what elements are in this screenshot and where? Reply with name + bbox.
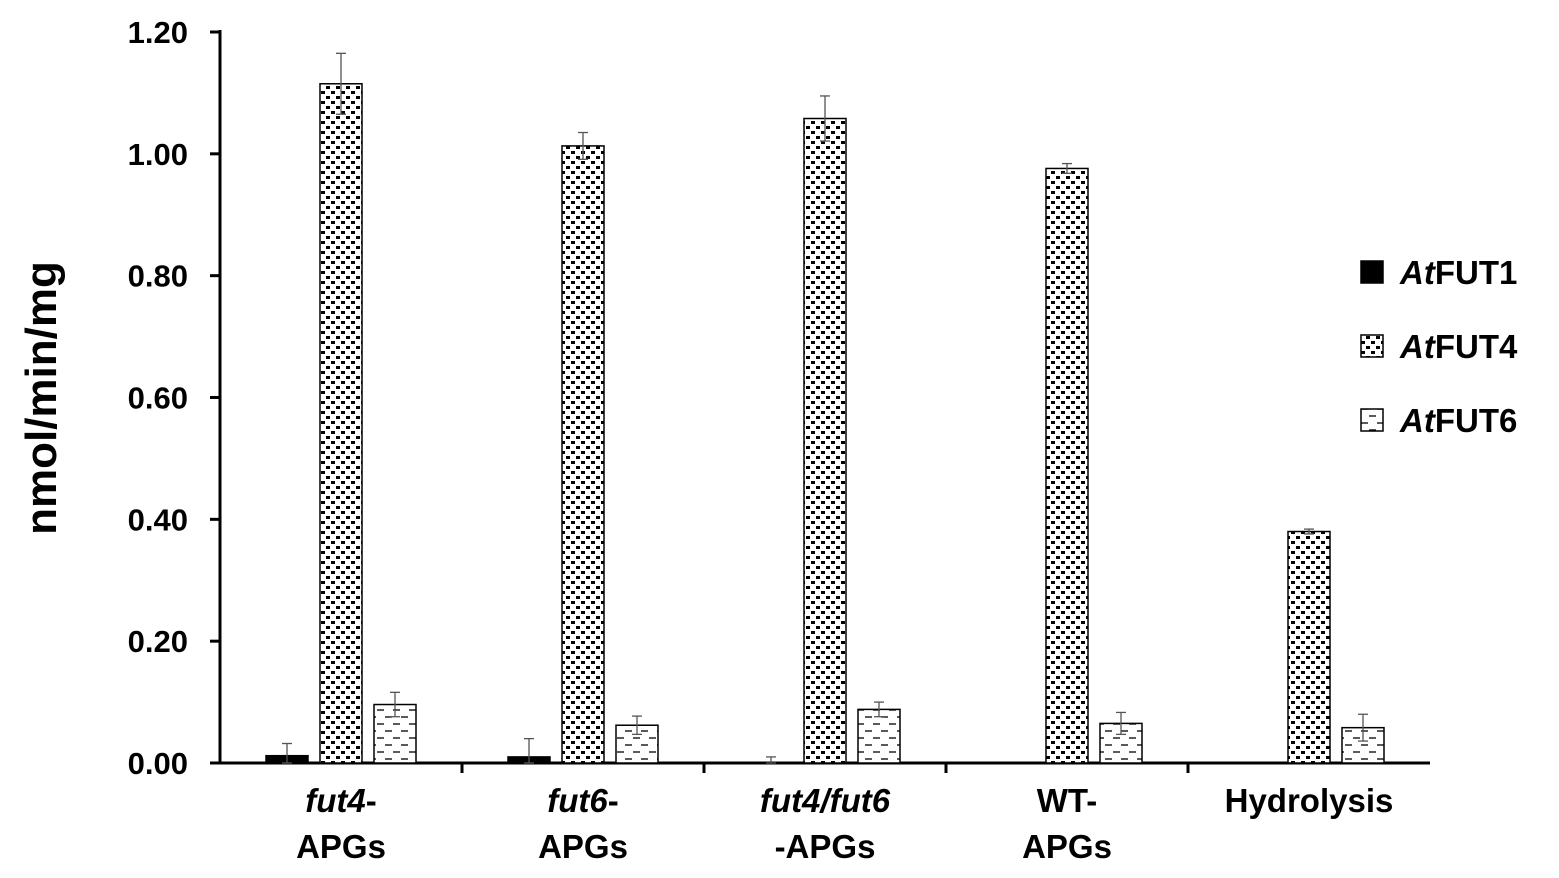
x-category-text: fut6 xyxy=(547,782,608,819)
bar-fut4-4 xyxy=(1287,530,1331,764)
bar-fut4-2 xyxy=(803,117,847,764)
svg-text:AtFUT4: AtFUT4 xyxy=(1399,328,1518,365)
bar-fut4-1 xyxy=(561,145,605,764)
svg-text:APGs: APGs xyxy=(296,828,386,865)
y-tick-label: 0.60 xyxy=(128,381,188,416)
x-category-text: APGs xyxy=(538,828,628,865)
error-bar-fut6-2 xyxy=(874,701,884,718)
error-bar-fut4-2 xyxy=(820,95,830,142)
x-category-label: WT- APGs xyxy=(1022,782,1112,865)
x-category-text: WT- xyxy=(1037,782,1097,819)
legend-label-name: FUT1 xyxy=(1435,254,1518,291)
bar-fut4-0 xyxy=(319,83,363,764)
error-bar-fut4-0 xyxy=(336,52,346,115)
error-bar-fut1-2 xyxy=(766,756,776,764)
legend-label-prefix: At xyxy=(1399,254,1437,291)
x-category-text: fut4 xyxy=(305,782,366,819)
bars xyxy=(265,52,1385,764)
svg-text:AtFUT6: AtFUT6 xyxy=(1399,402,1517,439)
y-tick-label: 1.20 xyxy=(128,15,188,50)
svg-text:fut4/fut6: fut4/fut6 xyxy=(760,782,891,819)
legend-label-name: FUT6 xyxy=(1435,402,1518,439)
x-category-text: - xyxy=(366,782,377,819)
svg-text:APGs: APGs xyxy=(538,828,628,865)
x-category-text: APGs xyxy=(296,828,386,865)
error-bar-fut6-0 xyxy=(390,691,400,718)
x-category-text: APGs xyxy=(1022,828,1112,865)
x-category-label: fut4/fut6 -APGs xyxy=(760,782,891,865)
legend-label-prefix: At xyxy=(1399,328,1437,365)
error-bar-fut6-4 xyxy=(1358,713,1368,742)
error-bar-fut1-0 xyxy=(282,742,292,764)
error-bar-fut4-4 xyxy=(1304,528,1314,535)
x-category-text: - xyxy=(608,782,619,819)
legend-item-fut6: AtFUT6 xyxy=(1360,402,1517,439)
error-bar-fut4-3 xyxy=(1062,162,1072,174)
x-category-label: fut4- APGs xyxy=(296,782,386,865)
x-category-label: Hydrolysis xyxy=(1225,782,1394,819)
svg-text:Hydrolysis: Hydrolysis xyxy=(1225,782,1394,819)
legend-swatch xyxy=(1360,408,1384,432)
error-bar-fut6-1 xyxy=(632,715,642,736)
legend-swatch xyxy=(1360,334,1384,358)
legend-label-name: FUT4 xyxy=(1435,328,1518,365)
svg-text:AtFUT1: AtFUT1 xyxy=(1399,254,1517,291)
legend-label-prefix: At xyxy=(1399,402,1437,439)
svg-text:WT-: WT- xyxy=(1037,782,1097,819)
y-tick-label: 0.40 xyxy=(128,502,188,537)
y-axis-title: nmol/min/mg xyxy=(17,261,66,535)
error-bar-fut4-1 xyxy=(578,131,588,160)
y-tick-label: 1.00 xyxy=(128,137,188,172)
error-bar-fut1-1 xyxy=(524,737,534,764)
x-category-text: -APGs xyxy=(775,828,876,865)
x-category-text: Hydrolysis xyxy=(1225,782,1394,819)
y-tick-label: 0.20 xyxy=(128,624,188,659)
bar-fut4-3 xyxy=(1045,167,1089,764)
x-category-text: fut4/fut6 xyxy=(760,782,891,819)
legend-item-fut4: AtFUT4 xyxy=(1360,328,1518,365)
svg-text:fut6-: fut6- xyxy=(547,782,619,819)
x-category-label: fut6- APGs xyxy=(538,782,628,865)
svg-text:fut4-: fut4- xyxy=(305,782,377,819)
bar-fut6-2 xyxy=(857,708,901,764)
svg-text:APGs: APGs xyxy=(1022,828,1112,865)
y-tick-label: 0.80 xyxy=(128,259,188,294)
y-tick-label: 0.00 xyxy=(128,746,188,781)
error-bar-fut6-3 xyxy=(1116,711,1126,736)
legend-swatch xyxy=(1360,260,1384,284)
legend-item-fut1: AtFUT1 xyxy=(1360,254,1517,291)
svg-text:-APGs: -APGs xyxy=(775,828,876,865)
labels: 0.00 0.20 0.40 0.60 0.80 1.00 1.20 nmol/min/mg f… xyxy=(17,15,1393,865)
